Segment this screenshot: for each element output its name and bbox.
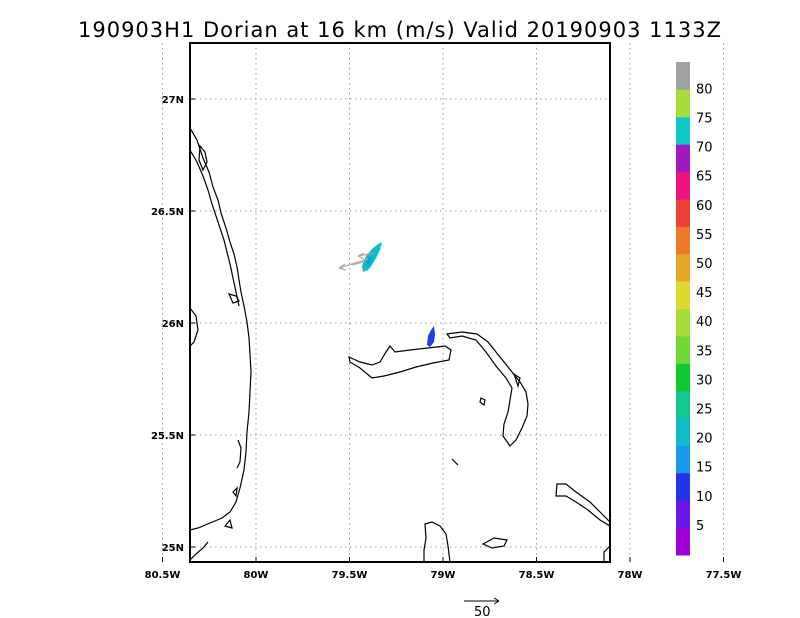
wind-vector-3: [351, 261, 365, 266]
colorbar-swatch: [676, 89, 690, 118]
reference-vector-label: 50: [474, 605, 491, 618]
lon-tick-label: 79.5W: [332, 570, 368, 581]
colorbar-swatch: [676, 472, 690, 501]
lon-tick-label: 78W: [618, 570, 643, 581]
keys-islet: [223, 518, 233, 529]
colorbar-label: 20: [696, 432, 713, 447]
lon-tick-label: 79W: [431, 570, 456, 581]
colorbar-label: 40: [696, 315, 713, 330]
florida-keys-fragment: [236, 439, 242, 469]
cay-small-2: [451, 458, 459, 466]
lon-tick-label: 77.5W: [706, 570, 742, 581]
lat-tick-label: 25N: [162, 543, 184, 554]
colorbar-label: 65: [696, 170, 713, 185]
lat-tick-label: 25.5N: [151, 431, 184, 442]
colorbar-label: 10: [696, 490, 713, 505]
colorbar-swatch: [676, 308, 690, 337]
lon-tick-label: 80W: [244, 570, 269, 581]
andros-island-north: [423, 521, 451, 562]
great-abaco-island: [445, 331, 529, 447]
colorbar-swatch: [676, 445, 690, 474]
axis-ticks: 80.5W80W79.5W79W78.5W78W77.5W77W76.5W25N…: [145, 95, 742, 581]
colorbar-swatch: [676, 500, 690, 529]
colorbar-label: 15: [696, 461, 713, 476]
wind-vector-1: [357, 252, 375, 260]
florida-inlet: [227, 293, 240, 304]
colorbar-label: 50: [696, 257, 713, 272]
reference-vector: 50: [464, 597, 500, 618]
wind-features: [338, 242, 435, 347]
colorbar-label: 45: [696, 286, 713, 301]
colorbar-swatch: [676, 281, 690, 309]
colorbar: 5 10 15 20 25 30 35 40 45 50 55 60 65 70 75 80: [676, 62, 713, 556]
lon-tick-label: 80.5W: [145, 570, 181, 581]
wind-shading-20-25: [362, 242, 382, 272]
map-frame: [189, 42, 611, 563]
colorbar-swatch: [676, 144, 690, 173]
grand-bahama-island: [348, 344, 452, 379]
lake-edge: [190, 307, 199, 347]
lat-tick-label: 27N: [162, 95, 184, 106]
colorbar-label: 35: [696, 344, 713, 359]
colorbar-swatch: [676, 171, 690, 200]
wind-shading-10-15: [427, 326, 435, 347]
eleuthera-south: [603, 545, 610, 562]
colorbar-swatch: [676, 62, 690, 90]
colorbar-swatch: [676, 390, 690, 419]
lat-tick-label: 26.5N: [151, 207, 184, 218]
colorbar-label: 55: [696, 228, 713, 243]
florida-south-islet: [232, 486, 238, 498]
cay-small-1: [479, 397, 486, 407]
colorbar-swatch: [676, 335, 690, 364]
graticule: [162, 43, 724, 562]
reference-arrow-head: [493, 597, 500, 605]
colorbar-label: 70: [696, 141, 713, 156]
florida-coastline: [190, 127, 252, 531]
colorbar-swatch: [676, 363, 690, 392]
wind-shading-15-20: [366, 256, 372, 266]
colorbar-swatch: [676, 253, 690, 282]
colorbar-label: 80: [696, 82, 713, 97]
florida-inner-coastline: [190, 149, 240, 307]
lat-tick-label: 26N: [162, 319, 184, 330]
colorbar-label: 5: [696, 519, 704, 534]
colorbar-swatch: [676, 116, 690, 145]
colorbar-swatch: [676, 418, 690, 446]
colorbar-swatch: [676, 198, 690, 227]
coastlines: [190, 127, 610, 562]
colorbar-label: 75: [696, 111, 713, 126]
colorbar-label: 30: [696, 373, 713, 388]
abaco-cay: [512, 372, 521, 389]
colorbar-label: 60: [696, 199, 713, 214]
florida-south-tip: [190, 541, 209, 561]
colorbar-label: 25: [696, 402, 713, 417]
eleuthera-island: [555, 483, 610, 527]
lon-tick-label: 78.5W: [519, 570, 555, 581]
wind-vector-2: [338, 258, 369, 271]
florida-lagoon: [198, 144, 208, 172]
colorbar-swatch: [676, 527, 690, 556]
colorbar-swatch: [676, 226, 690, 255]
berry-islands: [481, 537, 508, 549]
map-title: 190903H1 Dorian at 16 km (m/s) Valid 201…: [77, 18, 722, 42]
